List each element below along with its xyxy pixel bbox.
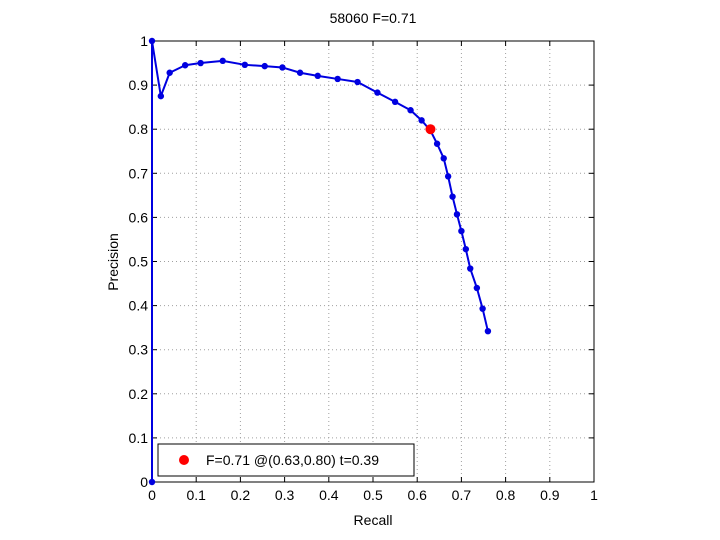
legend: F=0.71 @(0.63,0.80) t=0.39 — [157, 443, 415, 477]
chart-title: 58060 F=0.71 — [330, 10, 417, 26]
y-axis-label: Precision — [105, 233, 121, 291]
data-point — [157, 92, 165, 100]
x-tick-labels: 0 0.1 0.2 0.3 0.4 0.5 0.6 0.7 0.8 0.9 1 — [148, 487, 598, 503]
y-tick-label: 0.3 — [129, 342, 149, 358]
legend-label: F=0.71 @(0.63,0.80) t=0.39 — [206, 452, 379, 468]
x-tick-label: 0.8 — [496, 487, 516, 503]
y-tick-label: 0.9 — [129, 77, 149, 93]
x-tick-label: 0.7 — [452, 487, 472, 503]
x-tick-label: 0 — [148, 487, 156, 503]
data-point — [467, 265, 474, 272]
data-point — [219, 57, 226, 65]
data-point — [484, 327, 492, 335]
grid-lines — [152, 41, 594, 482]
data-point — [334, 75, 341, 83]
legend-marker — [179, 455, 189, 465]
data-point — [479, 305, 486, 312]
data-point — [462, 245, 470, 253]
data-point — [418, 117, 425, 124]
data-point — [407, 107, 414, 114]
data-point — [166, 69, 173, 76]
x-tick-label: 0.3 — [275, 487, 295, 503]
data-point — [433, 140, 441, 147]
data-point — [279, 64, 286, 71]
legend-box — [157, 443, 415, 477]
data-point — [148, 37, 156, 45]
data-point — [148, 478, 156, 486]
data-point — [354, 78, 361, 86]
data-point — [440, 155, 447, 162]
y-tick-label: 0.7 — [129, 165, 149, 181]
y-tick-label: 0.8 — [129, 121, 149, 137]
y-tick-label: 0 — [140, 474, 148, 490]
data-point — [181, 62, 189, 69]
data-point — [314, 72, 321, 80]
x-tick-label: 0.2 — [231, 487, 251, 503]
data-point — [473, 284, 481, 292]
y-tick-label: 0.5 — [129, 254, 149, 270]
y-tick-label: 0.6 — [129, 209, 149, 225]
data-point — [261, 62, 268, 70]
data-point — [296, 69, 304, 76]
y-tick-label: 0.1 — [129, 430, 149, 446]
x-axis-label: Recall — [354, 512, 393, 528]
best-f-point — [425, 124, 436, 135]
y-tick-label: 0.2 — [129, 386, 149, 402]
data-point — [241, 61, 249, 69]
series-layer — [148, 37, 492, 486]
data-point — [197, 59, 204, 67]
data-point — [458, 227, 465, 235]
x-tick-label: 0.9 — [540, 487, 560, 503]
data-point — [374, 89, 381, 96]
x-tick-label: 0.6 — [407, 487, 427, 503]
y-tick-label: 1 — [140, 33, 148, 49]
x-tick-label: 0.1 — [186, 487, 206, 503]
x-tick-label: 0.5 — [363, 487, 383, 503]
data-point — [391, 98, 399, 106]
data-point — [453, 211, 461, 218]
data-point — [449, 193, 456, 200]
data-point — [444, 173, 452, 180]
x-tick-label: 0.4 — [319, 487, 339, 503]
highlight-layer — [425, 124, 436, 135]
y-tick-labels: 0 0.1 0.2 0.3 0.4 0.5 0.6 0.7 0.8 0.9 1 — [129, 33, 149, 490]
x-tick-label: 1 — [590, 487, 598, 503]
y-tick-label: 0.4 — [129, 298, 149, 314]
